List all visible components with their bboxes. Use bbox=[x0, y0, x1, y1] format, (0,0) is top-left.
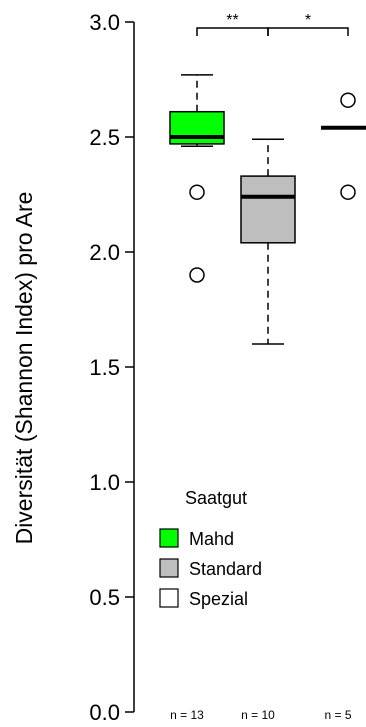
significance-label: * bbox=[305, 12, 311, 29]
outlier-point bbox=[340, 184, 356, 200]
bracket-line bbox=[267, 27, 349, 36]
sample-size-labels: n = 13 n = 10 n = 5 bbox=[170, 708, 352, 722]
y-axis: 0.0 0.5 1.0 1.5 2.0 2.5 3.0 bbox=[89, 10, 135, 725]
significance-brackets: ** * bbox=[196, 12, 349, 36]
y-tick-label: 2.0 bbox=[89, 240, 120, 265]
outlier-point bbox=[189, 267, 205, 283]
sample-size-label: n = 5 bbox=[324, 708, 351, 722]
sample-size-label: n = 13 bbox=[170, 708, 204, 722]
legend-swatch bbox=[159, 528, 179, 548]
legend-label: Standard bbox=[189, 559, 262, 579]
outlier-point bbox=[340, 92, 356, 108]
significance-bracket: ** bbox=[196, 12, 269, 36]
y-tick-label: 2.5 bbox=[89, 125, 120, 150]
legend-swatch bbox=[159, 588, 179, 608]
box bbox=[169, 110, 225, 145]
legend-label: Mahd bbox=[189, 529, 234, 549]
y-tick-label: 3.0 bbox=[89, 10, 120, 35]
legend-swatch bbox=[159, 558, 179, 578]
y-tick-label: 0.5 bbox=[89, 585, 120, 610]
sample-size-label: n = 10 bbox=[241, 708, 275, 722]
outlier-point bbox=[189, 184, 205, 200]
significance-label: ** bbox=[226, 12, 238, 29]
bracket-line bbox=[196, 27, 269, 36]
boxplots bbox=[169, 74, 366, 345]
legend-label: Spezial bbox=[189, 589, 248, 609]
y-tick-label: 1.5 bbox=[89, 355, 120, 380]
legend: Saatgut Mahd Standard Spezial bbox=[159, 488, 262, 609]
boxplot-mahd bbox=[169, 74, 225, 283]
y-tick-label: 0.0 bbox=[89, 700, 120, 725]
significance-bracket: * bbox=[267, 12, 349, 36]
y-tick-label: 1.0 bbox=[89, 470, 120, 495]
box bbox=[240, 175, 296, 244]
boxplot-spezial bbox=[321, 92, 366, 200]
legend-title: Saatgut bbox=[185, 488, 247, 508]
boxplot-standard bbox=[240, 138, 296, 345]
y-axis-label: Diversität (Shannon Index) pro Are bbox=[11, 192, 37, 545]
